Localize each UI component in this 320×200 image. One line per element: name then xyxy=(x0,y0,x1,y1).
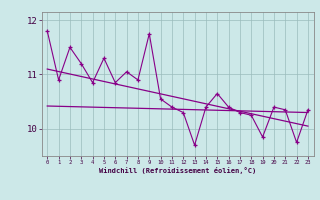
X-axis label: Windchill (Refroidissement éolien,°C): Windchill (Refroidissement éolien,°C) xyxy=(99,167,256,174)
